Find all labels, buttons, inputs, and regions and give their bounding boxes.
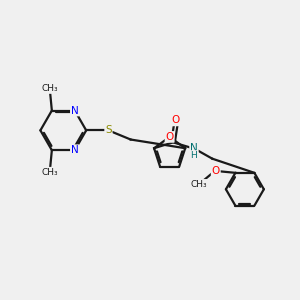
Text: N: N: [71, 106, 79, 116]
Text: N: N: [190, 142, 198, 153]
Text: CH₃: CH₃: [191, 180, 207, 189]
Text: CH₃: CH₃: [42, 84, 58, 93]
Text: O: O: [166, 132, 174, 142]
Text: CH₃: CH₃: [42, 168, 58, 177]
Text: N: N: [71, 145, 79, 155]
Text: H: H: [190, 151, 197, 160]
Text: S: S: [105, 125, 112, 135]
Text: O: O: [172, 116, 180, 125]
Text: O: O: [212, 166, 220, 176]
